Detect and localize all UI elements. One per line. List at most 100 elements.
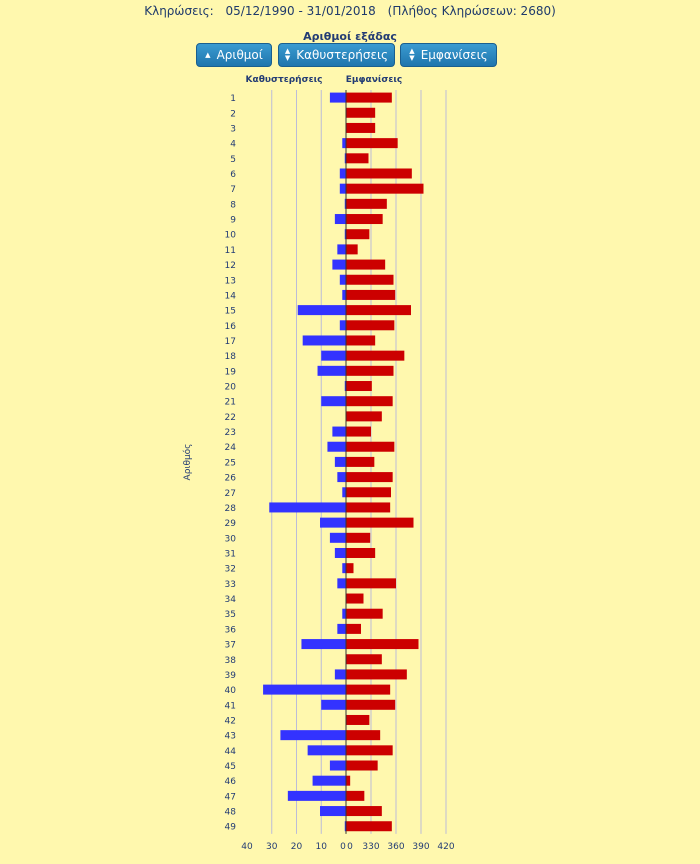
appearance-bar: [346, 821, 392, 832]
appearance-bar: [346, 760, 378, 771]
delay-bar: [320, 806, 346, 817]
appearance-bar: [346, 441, 395, 452]
category-label: 13: [225, 276, 236, 286]
category-label: 31: [225, 549, 236, 559]
sort-icon: ▲ ▼: [284, 47, 291, 62]
category-label: 29: [225, 519, 237, 529]
delay-bar: [301, 639, 346, 650]
category-label: 28: [225, 504, 237, 514]
delay-bar: [332, 259, 346, 270]
category-label: 17: [225, 337, 236, 347]
right-axis-tick: 420: [437, 842, 454, 852]
sort-by-delay-button[interactable]: ▲ ▼ Καθυστερήσεις: [278, 43, 395, 67]
category-label: 26: [225, 474, 237, 484]
delay-bar: [344, 153, 346, 164]
delay-bar: [337, 623, 346, 634]
category-label: 1: [230, 94, 236, 104]
delay-bar: [339, 320, 346, 331]
delay-bar: [320, 517, 346, 528]
delay-bar: [334, 547, 346, 558]
appearance-bar: [346, 365, 394, 376]
category-label: 36: [225, 625, 237, 635]
delay-bar: [317, 365, 346, 376]
delay-bar: [342, 608, 346, 619]
appearance-bar: [346, 214, 383, 225]
appearance-bar: [346, 790, 365, 801]
delay-bar: [321, 396, 346, 407]
sort-by-delay-label: Καθυστερήσεις: [296, 48, 389, 62]
appearance-bar: [346, 806, 382, 817]
category-label: 21: [225, 398, 236, 408]
category-label: 32: [225, 565, 236, 575]
appearance-bar: [346, 138, 398, 149]
category-label: 23: [225, 428, 236, 438]
appearance-bar: [346, 745, 393, 756]
delay-bar: [329, 92, 346, 103]
appearance-bar: [346, 775, 351, 786]
left-axis-tick: 0: [340, 842, 346, 852]
category-label: 9: [230, 216, 236, 226]
sort-by-number-button[interactable]: ▲ Αριθμοί: [196, 43, 272, 67]
delay-bar: [297, 305, 346, 316]
delay-bar: [334, 214, 346, 225]
category-label: 16: [225, 322, 237, 332]
category-label: 22: [225, 413, 236, 423]
appearance-bar: [346, 517, 414, 528]
appearance-bar: [346, 699, 396, 710]
delay-bar: [332, 426, 346, 437]
category-label: 30: [225, 534, 237, 544]
right-axis-tick: 330: [362, 842, 379, 852]
category-label: 38: [225, 656, 237, 666]
category-label: 45: [225, 762, 236, 772]
delay-bar: [337, 578, 346, 589]
appearance-bar: [346, 350, 405, 361]
delay-bar: [339, 183, 346, 194]
delay-bar: [344, 381, 346, 392]
appearance-bar: [346, 593, 364, 604]
category-label: 39: [225, 671, 237, 681]
right-axis-tick: 360: [387, 842, 404, 852]
category-label: 2: [230, 109, 236, 119]
section-subtitle: Αριθμοί εξάδας: [303, 30, 397, 43]
appearance-bar: [346, 335, 376, 346]
appearance-bar: [346, 396, 393, 407]
appearance-bar: [346, 684, 391, 695]
delay-bar: [307, 745, 346, 756]
category-label: 12: [225, 261, 236, 271]
delay-bar: [280, 730, 346, 741]
appearance-bar: [346, 305, 411, 316]
appearance-bar: [346, 183, 424, 194]
category-label: 40: [225, 686, 237, 696]
appearance-bar: [346, 502, 391, 513]
sort-icon: ▲ ▼: [409, 47, 415, 62]
delay-bar: [344, 821, 346, 832]
caret-up-icon: ▲: [205, 50, 211, 59]
sort-by-appearances-button[interactable]: ▲ ▼ Εμφανίσεις: [400, 43, 497, 67]
category-label: 3: [230, 124, 236, 134]
category-label: 41: [225, 701, 236, 711]
right-axis-tick: 390: [412, 842, 429, 852]
delay-bar: [263, 684, 346, 695]
left-axis-tick: 20: [291, 842, 303, 852]
delay-bar: [329, 760, 346, 771]
sort-by-number-label: Αριθμοί: [216, 48, 263, 62]
delay-bar: [321, 350, 346, 361]
appearance-bar: [346, 259, 386, 270]
category-label: 8: [230, 200, 236, 210]
category-label: 44: [225, 747, 237, 757]
appearance-bar: [346, 153, 369, 164]
delay-bar: [269, 502, 346, 513]
category-label: 47: [225, 792, 236, 802]
delay-bar: [321, 699, 346, 710]
right-panel-header: Εμφανίσεις: [346, 74, 403, 85]
appearance-bar: [346, 381, 372, 392]
category-label: 27: [225, 489, 236, 499]
category-label: 49: [225, 823, 237, 833]
left-axis-tick: 30: [266, 842, 278, 852]
y-axis-label: Αριθμός: [182, 444, 193, 481]
appearance-bar: [346, 578, 396, 589]
category-label: 15: [225, 307, 236, 317]
appearance-bar: [346, 107, 376, 118]
draws-label: Κληρώσεις:: [144, 4, 214, 18]
